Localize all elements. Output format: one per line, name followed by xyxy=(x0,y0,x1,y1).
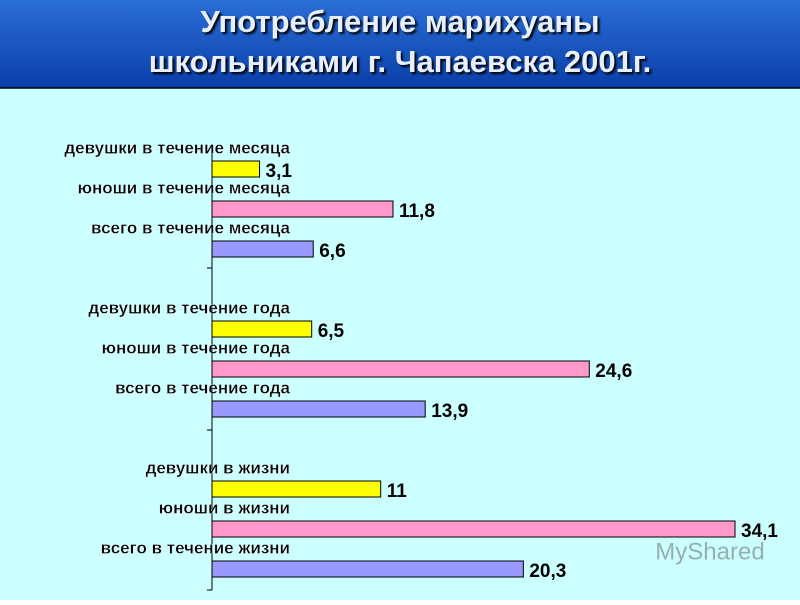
category-label: всего в течение месяца xyxy=(91,218,290,237)
value-label: 24,6 xyxy=(595,361,632,382)
category-label: юноши в течение года xyxy=(101,338,290,357)
value-label: 6,6 xyxy=(319,241,345,262)
value-label: 11,8 xyxy=(399,201,435,222)
bar xyxy=(211,520,736,538)
category-label: девушки в течение года xyxy=(88,298,290,317)
bar xyxy=(211,240,314,258)
category-label: юноши в течение месяца xyxy=(77,178,290,197)
value-label: 13,9 xyxy=(431,401,468,422)
category-label: всего в течение года xyxy=(115,378,290,397)
bar xyxy=(211,560,524,578)
category-label: девушки в течение месяца xyxy=(64,138,290,157)
value-label: 11 xyxy=(387,481,408,502)
value-label: 20,3 xyxy=(529,561,566,582)
bar xyxy=(211,360,590,378)
category-label: девушки в жизни xyxy=(146,458,290,477)
bar xyxy=(211,160,261,178)
title-box: Употребление марихуаны школьниками г. Ча… xyxy=(148,4,652,79)
bar xyxy=(211,200,394,218)
bar xyxy=(211,480,382,498)
bar xyxy=(211,400,426,418)
chart-title: Употребление марихуаны школьниками г. Ча… xyxy=(148,4,652,79)
category-label: юноши в жизни xyxy=(159,498,290,517)
bar xyxy=(211,320,313,338)
watermark: MyShared xyxy=(655,538,764,565)
header xyxy=(0,0,800,88)
category-label: всего в течение жизни xyxy=(101,538,290,557)
value-label: 3,1 xyxy=(266,161,293,182)
value-label: 34,1 xyxy=(741,521,778,542)
value-label: 6,5 xyxy=(318,321,345,342)
